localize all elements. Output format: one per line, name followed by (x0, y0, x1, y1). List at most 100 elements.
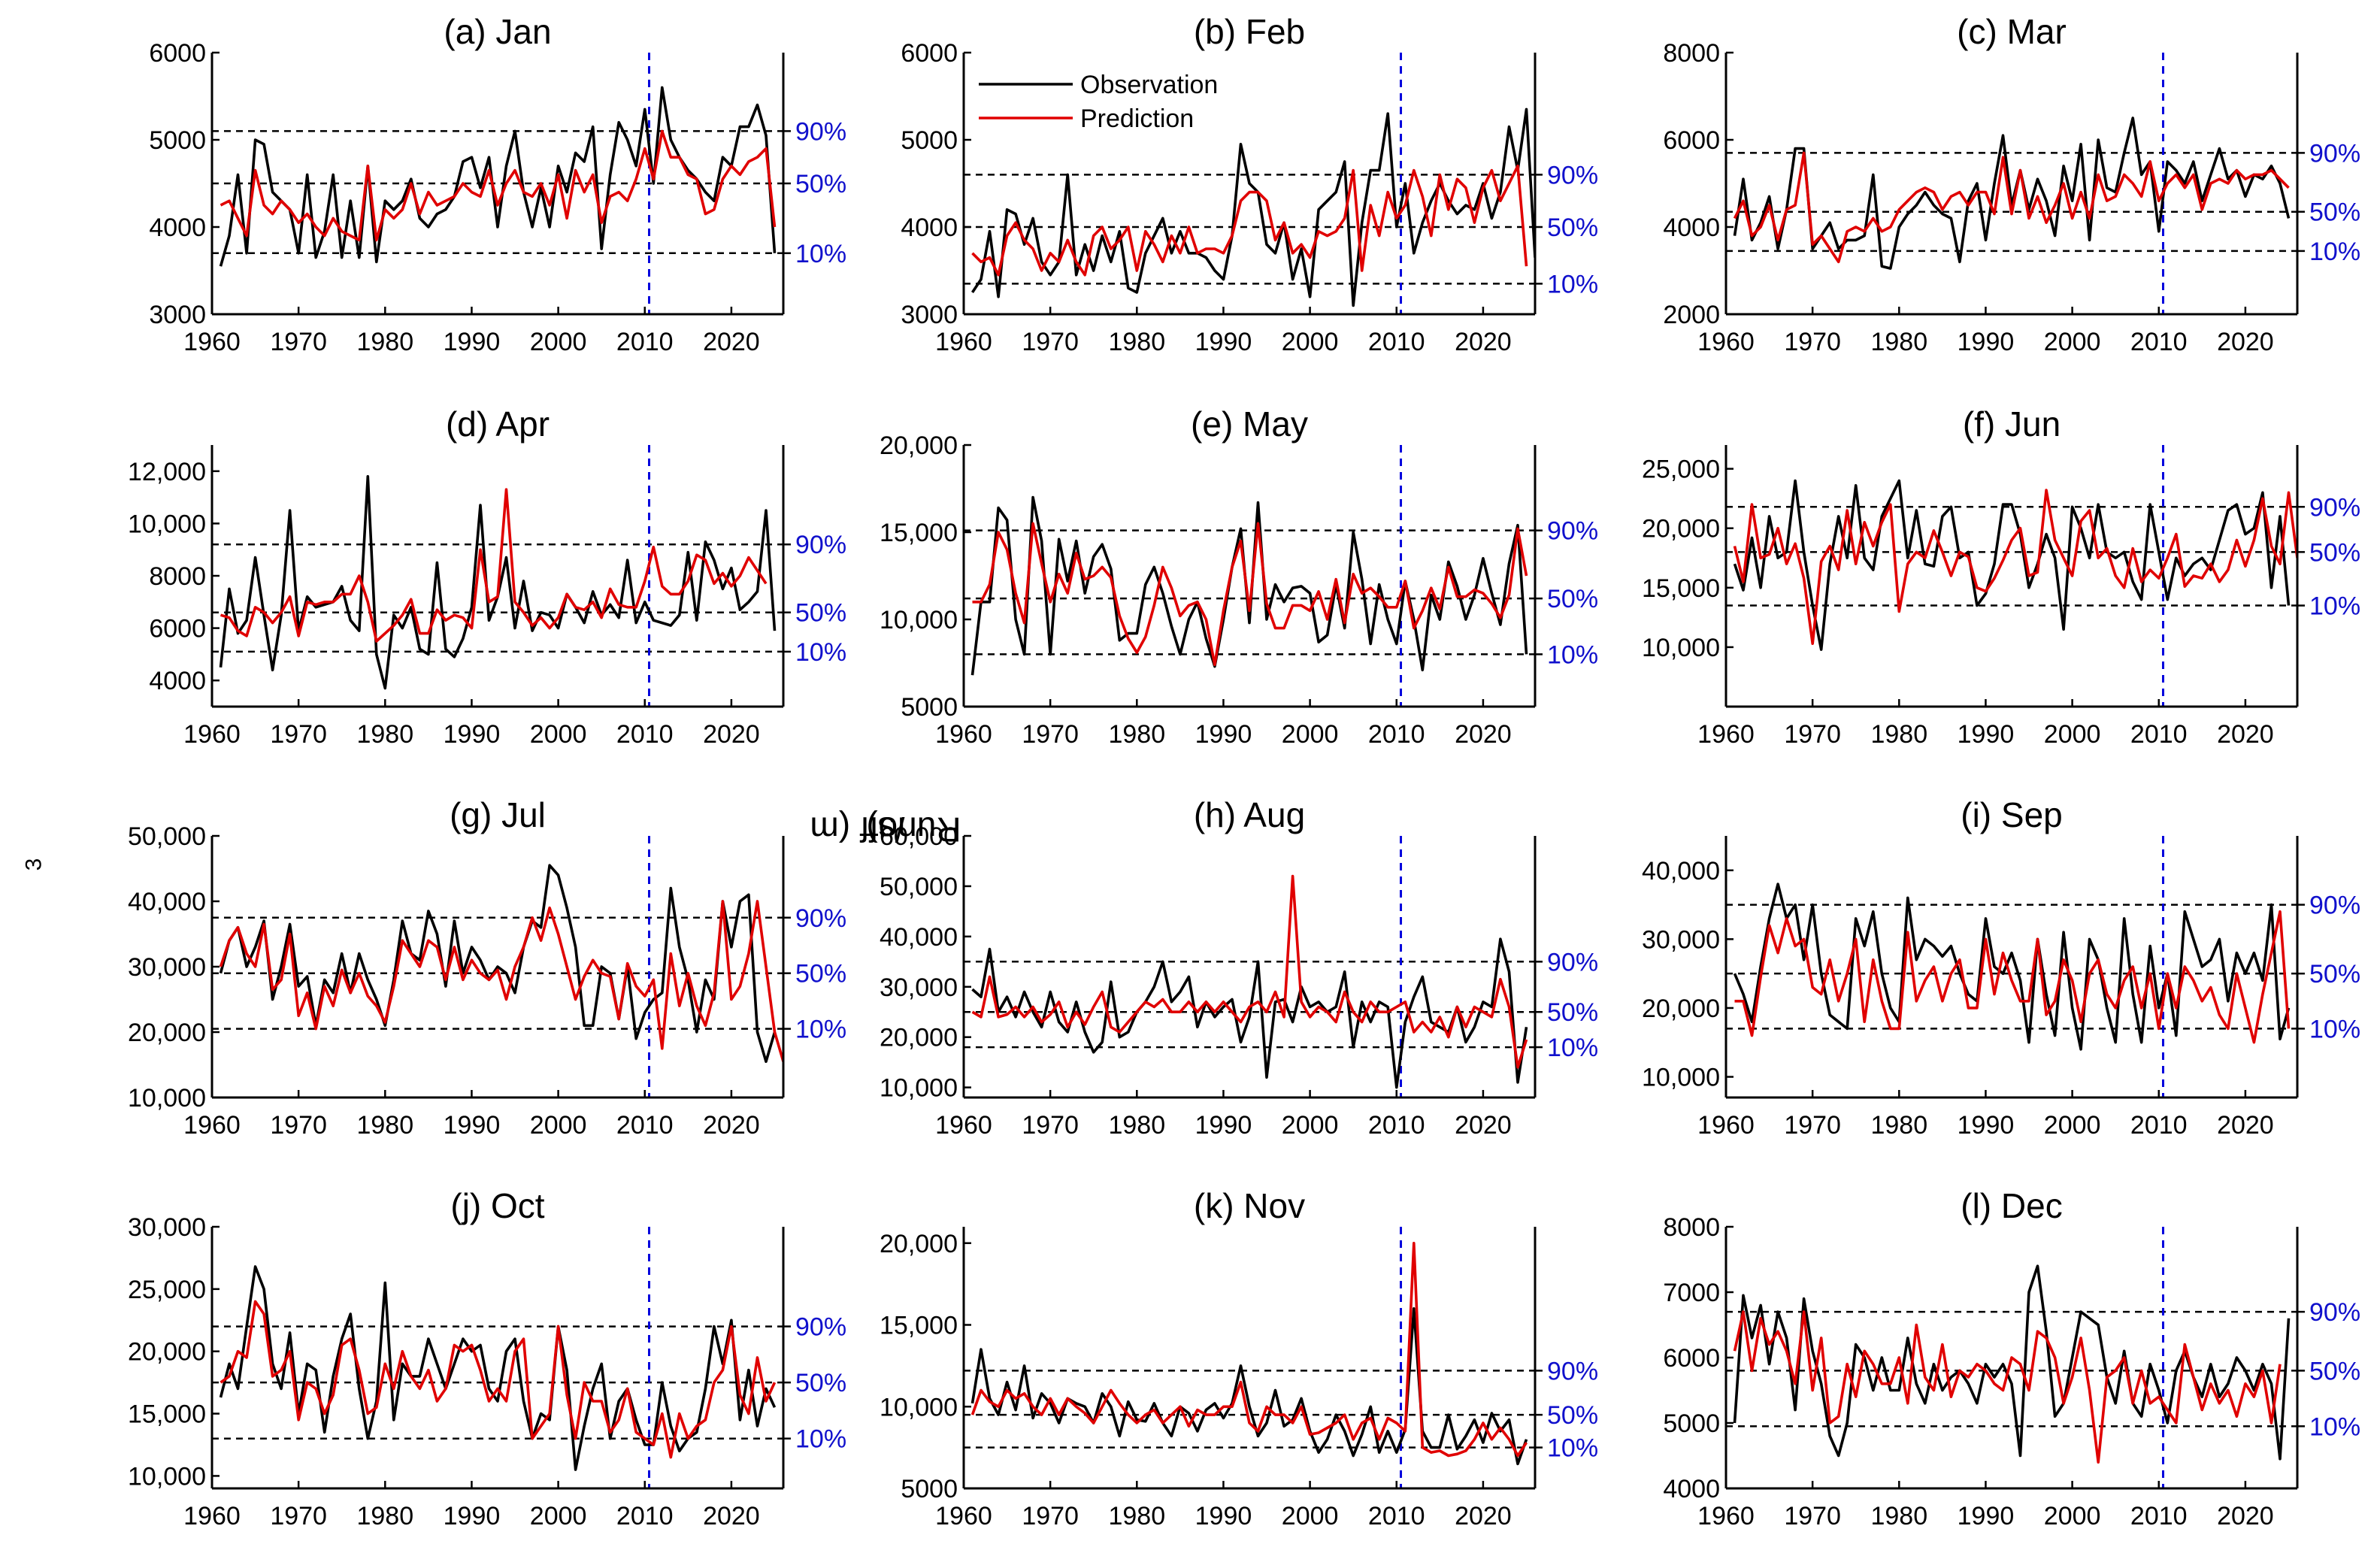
y-tick-label: 5000 (901, 693, 958, 722)
percentile-label: 90% (795, 904, 846, 933)
series-group (219, 864, 783, 1063)
percentile-label: 50% (2309, 198, 2360, 227)
y-tick-label: 50,000 (128, 822, 206, 851)
percentile-label: 10% (2309, 1412, 2360, 1441)
y-tick-label: 3000 (901, 301, 958, 329)
percentile-label: 10% (2309, 592, 2360, 621)
x-tick-label: 2020 (703, 1111, 760, 1140)
percentile-label: 90% (2309, 892, 2360, 920)
y-axis-label-text: Runoff (m 3/s) (21, 810, 961, 871)
x-tick-label: 1990 (444, 1111, 501, 1140)
panel-title: (h) Aug (1194, 795, 1305, 834)
prediction-line (219, 900, 783, 1062)
x-tick-label: 2000 (530, 1111, 587, 1140)
x-tick-label: 1980 (1870, 328, 1927, 356)
x-tick-label: 1960 (183, 720, 241, 749)
percentile-label: 50% (795, 599, 846, 628)
series-group (970, 495, 1528, 676)
percentile-label: 10% (795, 1425, 846, 1454)
x-tick-label: 2020 (1455, 328, 1512, 356)
x-tick-label: 2000 (1282, 328, 1339, 356)
prediction-line (970, 1242, 1528, 1458)
y-tick-label: 4000 (901, 213, 958, 242)
x-tick-label: 1970 (270, 720, 327, 749)
panel-j-oct: (j) Oct 1960 1970 1980 1990 2000 2010 2020 10,00… (128, 1186, 846, 1530)
x-tick-label: 2010 (2130, 328, 2188, 356)
x-tick-label: 2020 (703, 1502, 760, 1530)
x-tick-label: 2000 (2044, 720, 2101, 749)
observation-line (1733, 117, 2291, 270)
panel-title: (e) May (1191, 404, 1308, 444)
prediction-line (220, 129, 777, 242)
percentile-label: 90% (1547, 517, 1598, 546)
x-tick-label: 1980 (356, 1111, 413, 1140)
panel-b-feb: (b) Feb 1960 1970 1980 1990 2000 2010 2020 3000 4… (901, 12, 1598, 356)
percentile-label: 50% (795, 170, 846, 198)
x-tick-label: 1980 (356, 720, 413, 749)
series-group (219, 1265, 777, 1471)
x-tick-label: 2020 (1455, 1111, 1512, 1140)
observation-line (971, 937, 1528, 1089)
y-tick-label: 3000 (149, 301, 206, 329)
x-tick-label: 1980 (356, 328, 413, 356)
y-tick-label: 7000 (1663, 1279, 1720, 1307)
y-tick-label: 12,000 (128, 458, 206, 486)
series-group (1733, 1264, 2291, 1464)
x-tick-label: 2010 (616, 720, 674, 749)
x-tick-label: 1960 (183, 1111, 241, 1140)
percentile-label: 50% (1547, 585, 1598, 613)
x-tick-label: 1980 (356, 1502, 413, 1530)
x-tick-label: 2000 (1282, 1502, 1339, 1530)
x-tick-label: 1970 (1784, 328, 1841, 356)
x-tick-label: 2010 (2130, 720, 2188, 749)
x-tick-label: 1990 (444, 328, 501, 356)
x-tick-label: 1960 (935, 328, 992, 356)
x-tick-label: 2010 (616, 1502, 674, 1530)
y-tick-label: 25,000 (1642, 456, 1720, 484)
x-tick-label: 1960 (1697, 1502, 1755, 1530)
x-tick-label: 1960 (935, 1111, 992, 1140)
y-tick-label: 20,000 (880, 1024, 958, 1052)
x-tick-label: 2010 (1368, 1502, 1425, 1530)
percentile-label: 50% (2309, 538, 2360, 567)
x-tick-label: 1970 (1022, 720, 1079, 749)
x-tick-label: 2020 (2217, 1111, 2274, 1140)
y-tick-label: 6000 (149, 615, 206, 643)
x-tick-label: 1990 (1195, 720, 1252, 749)
y-tick-label: 5000 (149, 126, 206, 155)
y-tick-label: 20,000 (128, 1019, 206, 1047)
panel-title: (g) Jul (450, 795, 546, 834)
percentile-label: 90% (2309, 1298, 2360, 1327)
y-tick-label: 8000 (1663, 1213, 1720, 1242)
panel-d-apr: (d) Apr 1960 1970 1980 1990 2000 2010 2020 4000 6… (128, 404, 846, 749)
percentile-label: 50% (795, 960, 846, 988)
y-tick-label: 50,000 (880, 873, 958, 901)
panel-title: (f) Jun (1963, 404, 2061, 444)
percentile-label: 10% (1547, 1034, 1598, 1062)
percentile-label: 50% (2309, 960, 2360, 988)
panel-g-jul: (g) Jul 1960 1970 1980 1990 2000 2010 2020 10,00… (128, 795, 846, 1140)
x-tick-label: 2000 (2044, 1502, 2101, 1530)
series-group (219, 86, 777, 267)
y-tick-label: 4000 (149, 667, 206, 695)
panel-c-mar: (c) Mar 1960 1970 1980 1990 2000 2010 2020 2000 4… (1663, 12, 2360, 356)
y-tick-label: 15,000 (1642, 574, 1720, 603)
percentile-label: 50% (1547, 1401, 1598, 1430)
legend-observation-label: Observation (1080, 71, 1218, 99)
y-tick-label: 4000 (149, 213, 206, 242)
x-tick-label: 2010 (616, 328, 674, 356)
y-tick-label: 10,000 (880, 606, 958, 634)
x-tick-label: 1970 (1784, 720, 1841, 749)
x-tick-label: 1990 (1958, 1111, 2015, 1140)
x-tick-label: 2020 (1455, 720, 1512, 749)
series-group (1733, 479, 2297, 651)
y-axis-label-superscript: 3 (21, 858, 47, 871)
observation-line (970, 495, 1528, 676)
series-group (1733, 117, 2291, 270)
y-tick-label: 40,000 (880, 923, 958, 952)
x-tick-label: 1980 (1870, 1111, 1927, 1140)
panel-title: (b) Feb (1194, 12, 1305, 51)
y-tick-label: 6000 (1663, 1344, 1720, 1373)
y-tick-label: 5000 (1663, 1409, 1720, 1438)
x-tick-label: 1970 (1022, 1111, 1079, 1140)
